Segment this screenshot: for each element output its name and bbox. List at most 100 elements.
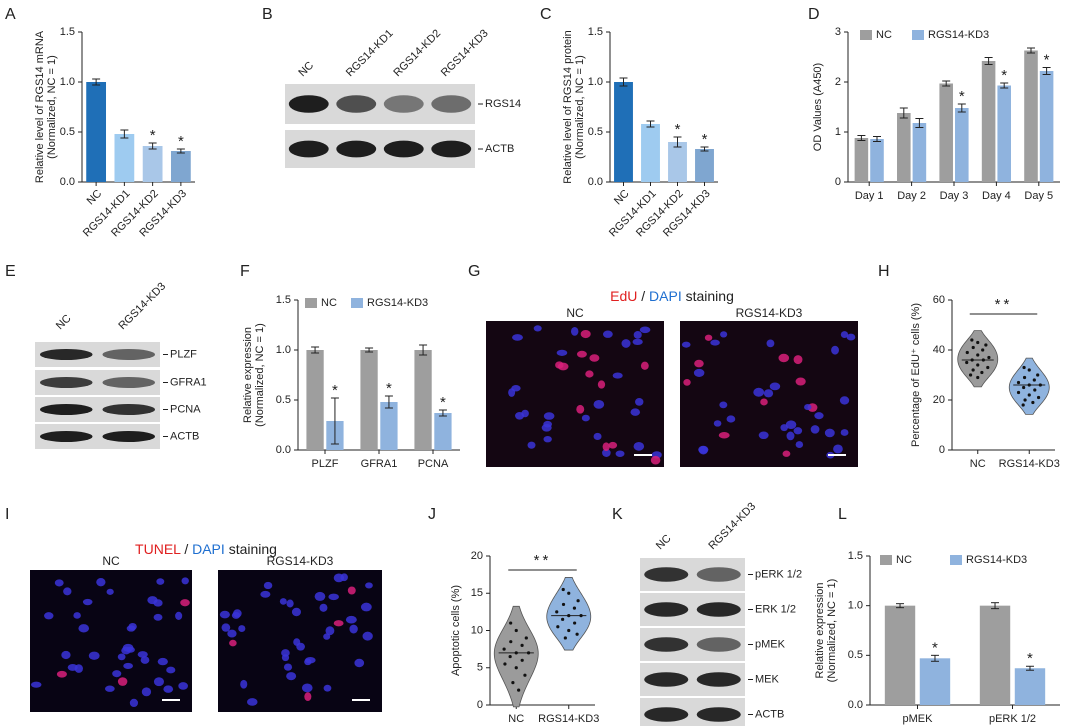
significance: * <box>1044 51 1050 68</box>
y-tick-label: 5 <box>477 662 483 674</box>
data-point <box>976 340 980 345</box>
significance: * <box>178 133 184 150</box>
x-tick-label: Day 1 <box>855 190 884 202</box>
cell-nucleus <box>238 625 246 632</box>
cell-nucleus <box>543 435 552 443</box>
cell-nucleus <box>44 612 54 620</box>
legend-swatch <box>351 298 363 308</box>
legend-label: RGS14-KD3 <box>367 297 428 309</box>
y-axis-label: Relative level of RGS14 protein <box>562 30 574 183</box>
bar <box>306 350 324 450</box>
cell-nucleus <box>576 404 585 414</box>
cell-nucleus <box>718 431 730 439</box>
y-tick-label: 1.5 <box>60 26 75 38</box>
cell-nucleus <box>231 611 241 619</box>
cell-nucleus <box>126 625 136 632</box>
cell-nucleus <box>527 441 536 449</box>
cell-nucleus <box>153 613 163 621</box>
data-point <box>976 353 980 357</box>
cell-nucleus <box>362 631 373 641</box>
title-part: staining <box>686 288 734 304</box>
y-tick-label: 1.0 <box>276 344 291 356</box>
blot-band <box>102 349 155 360</box>
cell-nucleus <box>570 327 579 336</box>
y-axis-label: (Normalized, NC = 1) <box>254 323 266 427</box>
cell-nucleus <box>283 663 293 671</box>
cell-nucleus <box>349 624 358 634</box>
bar <box>897 113 911 182</box>
y-tick-label: 0.0 <box>848 699 863 711</box>
bar <box>668 142 687 182</box>
data-point <box>1036 373 1040 377</box>
y-tick-label: 0 <box>477 699 483 711</box>
cell-nucleus <box>760 398 768 406</box>
error-bar <box>957 103 966 113</box>
data-point <box>511 681 515 685</box>
legend-swatch <box>305 298 317 308</box>
data-point <box>514 651 518 655</box>
micrograph-label: RGS14-KD3 <box>736 306 803 320</box>
error-bar <box>673 136 682 148</box>
blot-band <box>336 140 377 158</box>
cell-nucleus <box>227 629 237 638</box>
cell-nucleus <box>704 334 713 341</box>
y-tick-label: 10 <box>471 624 483 636</box>
micrograph-title: TUNEL / DAPI staining <box>135 541 277 557</box>
y-tick-label: 20 <box>471 550 483 562</box>
x-tick-label: NC <box>612 188 632 208</box>
blot-band <box>288 140 329 158</box>
data-point <box>508 654 512 659</box>
error-bar <box>896 603 905 609</box>
x-tick-label: NC <box>85 188 105 208</box>
cell-nucleus <box>824 428 835 438</box>
lane-label: RGS14-KD3 <box>706 500 758 552</box>
error-bar <box>384 395 393 409</box>
cell-nucleus <box>603 330 613 338</box>
cell-nucleus <box>758 431 769 440</box>
bar <box>981 61 996 182</box>
cell-nucleus <box>630 408 641 416</box>
error-bar <box>438 409 447 417</box>
panel-letter: F <box>240 263 250 280</box>
cell-nucleus <box>846 333 856 341</box>
y-axis-label: (Normalized, NC = 1) <box>826 579 838 683</box>
panel-letter: C <box>540 6 552 23</box>
bar <box>434 413 452 450</box>
data-point <box>976 363 980 367</box>
cell-nucleus <box>608 441 618 449</box>
cell-nucleus <box>632 338 643 346</box>
x-tick-label: RGS14-KD3 <box>538 713 599 725</box>
data-point <box>1032 378 1036 382</box>
cell-nucleus <box>793 427 803 435</box>
lane-label: NC <box>296 59 316 79</box>
cell-nucleus <box>786 431 795 441</box>
panel-letter: D <box>808 6 820 23</box>
data-point <box>971 345 975 350</box>
y-tick-label: 3 <box>835 26 841 38</box>
error-bar <box>873 136 882 142</box>
significance: * <box>1027 650 1033 667</box>
band-label: RGS14 <box>485 98 521 110</box>
bar <box>1024 50 1038 182</box>
blot-band <box>644 637 689 652</box>
data-point <box>573 621 577 625</box>
data-point <box>579 614 583 618</box>
violin <box>546 577 592 651</box>
blot-band <box>696 567 741 582</box>
y-axis-label: Apoptotic cells (%) <box>450 585 462 676</box>
band-label: ACTB <box>170 430 199 442</box>
error-bar <box>646 120 655 128</box>
cell-nucleus <box>804 404 812 411</box>
bar <box>854 138 869 182</box>
x-tick-label: GFRA1 <box>361 458 398 470</box>
y-tick-label: 1.5 <box>848 550 863 562</box>
x-tick-label: Day 3 <box>940 190 969 202</box>
significance: * <box>440 394 446 411</box>
error-bar <box>930 654 939 662</box>
error-bar <box>365 347 374 353</box>
legend-label: RGS14-KD3 <box>928 29 989 41</box>
cell-nucleus <box>778 353 790 363</box>
error-bar <box>984 57 993 65</box>
cell-nucleus <box>221 623 231 632</box>
cell-nucleus <box>314 591 326 601</box>
